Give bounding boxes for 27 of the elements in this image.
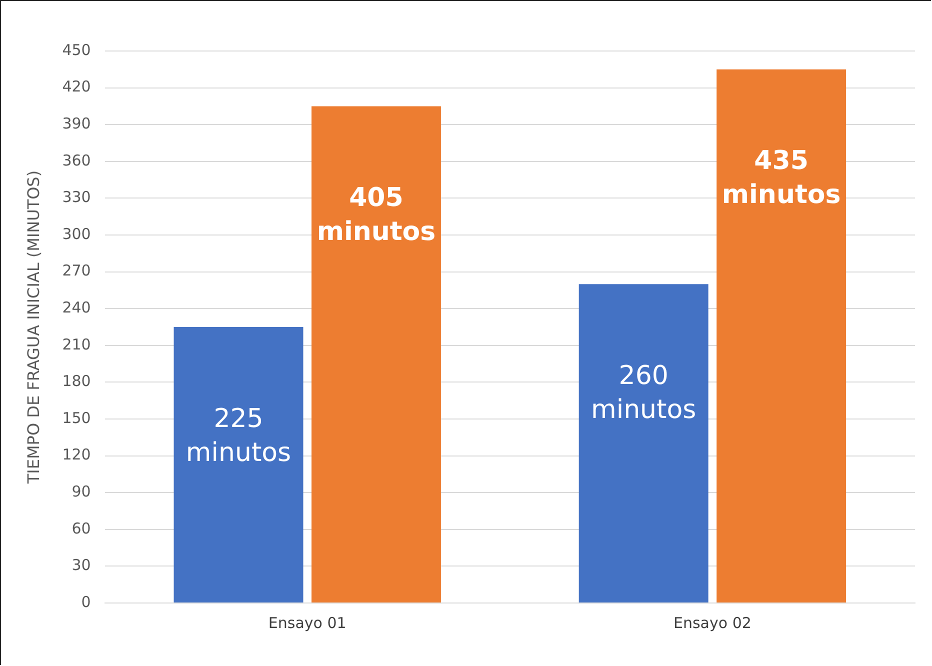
- y-tick-label: 120: [62, 446, 91, 464]
- y-tick-label: 360: [62, 151, 91, 170]
- y-tick-label: 60: [72, 519, 91, 538]
- data-label: 225 minutos: [186, 404, 292, 468]
- y-tick-label: 300: [62, 224, 91, 243]
- y-tick-label: 390: [62, 114, 91, 132]
- y-axis-title: TIEMPO DE FRAGUA INICIAL (MINUTOS): [24, 170, 43, 485]
- y-tick-label: 420: [62, 78, 91, 96]
- y-tick-label: 270: [62, 262, 91, 280]
- y-tick-label: 150: [62, 408, 91, 427]
- bar: [578, 284, 708, 602]
- bar: [312, 106, 441, 602]
- x-tick-label: Ensayo 02: [674, 614, 752, 632]
- y-tick-label: 30: [72, 556, 91, 574]
- y-tick-label: 210: [62, 335, 91, 354]
- data-label: 405 minutos: [316, 182, 436, 247]
- y-tick-label: 240: [62, 298, 91, 316]
- x-tick-label: Ensayo 01: [268, 614, 346, 632]
- y-tick-label: 0: [81, 592, 91, 611]
- bar: [174, 327, 304, 602]
- data-label: 260 minutos: [591, 360, 696, 425]
- y-tick-label: 90: [72, 482, 91, 500]
- y-tick-label: 180: [62, 372, 91, 390]
- bar: [716, 69, 846, 602]
- y-tick-label: 450: [62, 40, 91, 59]
- y-tick-label: 330: [62, 188, 91, 206]
- data-label: 435 minutos: [722, 146, 841, 210]
